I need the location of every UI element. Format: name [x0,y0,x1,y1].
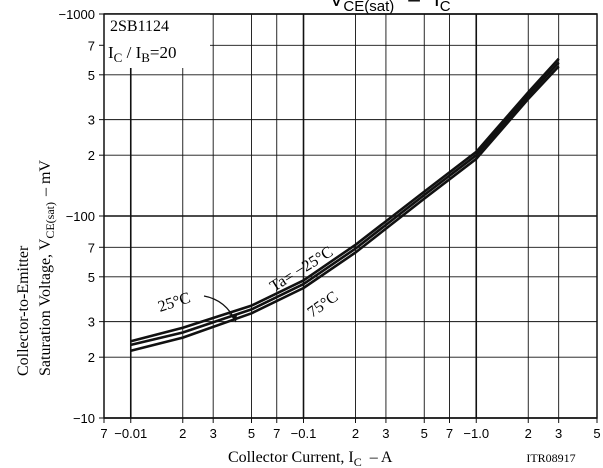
x-tick-label: −0.1 [291,426,317,441]
y-tick-label: 7 [88,240,95,255]
y-tick-label: −10 [73,411,95,426]
figure-code: ITR08917 [526,451,575,465]
x-tick-label: 5 [248,426,255,441]
y-label-part: Saturation Voltage, V [37,238,54,376]
title-part: – [408,0,420,11]
y-label-part: CE(sat) [43,202,57,239]
y-label-part: – mV [37,160,54,197]
x-tick-label: 7 [446,426,453,441]
x-axis-label: Collector Current, IC – A [228,449,393,468]
x-tick-label: 7 [100,426,107,441]
x-tick-label: 3 [210,426,217,441]
x-tick-label: 2 [179,426,186,441]
ratio-part: / I [122,43,141,62]
title-part: I [434,0,440,11]
series-label: 75°C [305,288,342,321]
y-tick-label: 5 [88,270,95,285]
ratio-part: C [114,50,123,65]
annotation-box [104,14,210,68]
y-axis-label: Saturation Voltage, VCE(sat) – mV [37,160,57,376]
y-tick-label: 7 [88,38,95,53]
x-tick-label: 2 [525,426,532,441]
chart-title: VCE(sat) – IC [329,0,450,15]
curves [130,57,560,353]
y-tick-label: 5 [88,68,95,83]
x-tick-label: 2 [352,426,359,441]
x-tick-label: −0.01 [114,426,147,441]
y-tick-label: 3 [88,113,95,128]
ratio-part: =20 [150,43,177,62]
title-part: C [440,0,451,15]
x-tick-label: 3 [555,426,562,441]
y-tick-label: 3 [88,315,95,330]
y-tick-label: 2 [88,148,95,163]
arrow-head [229,314,237,322]
series-line [130,57,560,343]
series-label: 25°C [156,289,193,315]
x-tick-label: 5 [593,426,600,441]
y-tick-label: −1000 [58,7,95,22]
x-label-part: – A [369,449,393,466]
device-label: 2SB1124 [110,18,169,35]
x-label-part: Collector Current, I [228,449,354,466]
series-line [130,61,560,347]
title-part: V [329,0,343,11]
x-tick-label: −1.0 [463,426,489,441]
y-tick-label: 2 [88,350,95,365]
ratio-label: IC / IB=20 [108,43,177,65]
ratio-part: I [108,43,114,62]
grid [103,13,598,419]
y-tick-label: −100 [66,209,95,224]
title-part: CE(sat) [343,0,394,15]
series-line [130,65,560,353]
y-axis-label: Collector-to-Emitter [15,245,32,376]
x-label-part: C [354,455,362,468]
x-tick-label: 3 [382,426,389,441]
x-tick-label: 7 [273,426,280,441]
ratio-part: B [141,50,150,65]
x-tick-label: 5 [421,426,428,441]
